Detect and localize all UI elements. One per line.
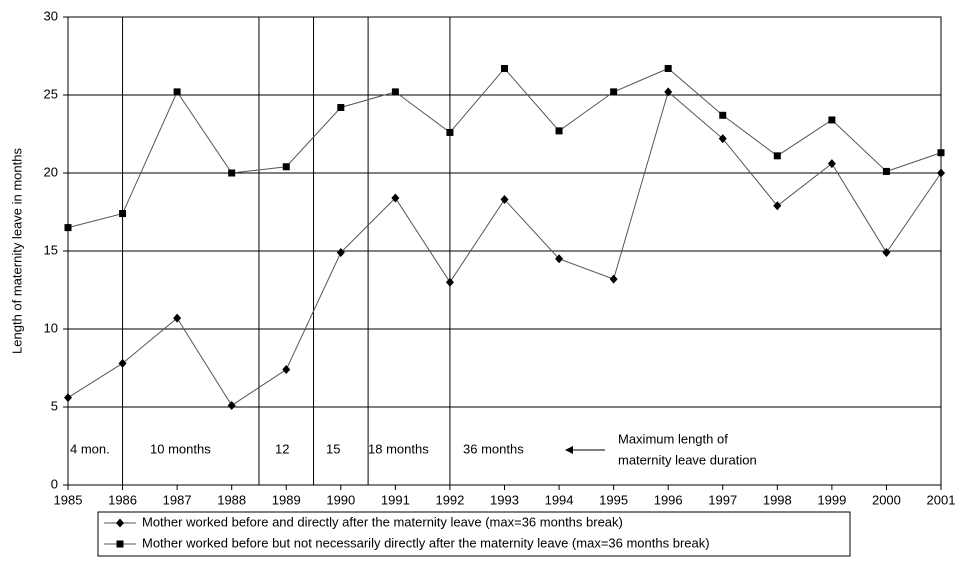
marker bbox=[118, 358, 127, 368]
note: Maximum length of bbox=[618, 431, 728, 446]
marker bbox=[664, 87, 673, 97]
marker bbox=[119, 210, 127, 218]
marker bbox=[719, 111, 727, 119]
x-tick-label: 1990 bbox=[326, 492, 355, 507]
y-tick-label: 0 bbox=[51, 476, 58, 491]
period-label: 36 months bbox=[463, 441, 524, 456]
marker bbox=[64, 224, 72, 232]
marker bbox=[116, 540, 124, 548]
x-tick-label: 1986 bbox=[108, 492, 137, 507]
marker bbox=[610, 88, 618, 96]
marker bbox=[391, 193, 400, 203]
marker bbox=[828, 116, 836, 124]
marker bbox=[827, 159, 836, 169]
marker bbox=[773, 152, 781, 160]
x-tick-label: 1998 bbox=[763, 492, 792, 507]
x-tick-label: 1993 bbox=[490, 492, 519, 507]
x-tick-label: 1994 bbox=[545, 492, 574, 507]
period-label: 10 months bbox=[150, 441, 211, 456]
marker bbox=[555, 127, 563, 135]
note-arrowhead bbox=[565, 446, 573, 454]
legend-label: Mother worked before but not necessarily… bbox=[142, 535, 710, 550]
marker bbox=[282, 365, 291, 375]
legend-box bbox=[97, 511, 851, 557]
x-tick-label: 1989 bbox=[272, 492, 301, 507]
x-tick-label: 1996 bbox=[654, 492, 683, 507]
series-line bbox=[67, 90, 942, 407]
marker bbox=[937, 149, 945, 157]
period-label: 15 bbox=[326, 441, 340, 456]
y-tick-label: 30 bbox=[44, 8, 58, 23]
y-axis-label: Length of maternity leave in months bbox=[9, 148, 24, 354]
legend-label: Mother worked before and directly after … bbox=[142, 514, 623, 529]
marker bbox=[228, 169, 236, 177]
y-tick-label: 20 bbox=[44, 164, 58, 179]
x-tick-label: 1991 bbox=[381, 492, 410, 507]
y-tick-label: 25 bbox=[44, 86, 58, 101]
note: maternity leave duration bbox=[618, 452, 757, 467]
y-tick-label: 15 bbox=[44, 242, 58, 257]
x-tick-label: 1988 bbox=[217, 492, 246, 507]
x-tick-label: 1999 bbox=[817, 492, 846, 507]
marker bbox=[336, 248, 345, 258]
marker bbox=[173, 313, 182, 323]
marker bbox=[500, 195, 509, 205]
x-tick-label: 1987 bbox=[163, 492, 192, 507]
marker bbox=[445, 277, 454, 287]
marker bbox=[391, 88, 399, 96]
marker bbox=[555, 254, 564, 264]
marker bbox=[773, 201, 782, 211]
marker bbox=[337, 103, 345, 111]
marker bbox=[501, 64, 508, 72]
x-tick-label: 2000 bbox=[872, 492, 901, 507]
x-tick-label: 1995 bbox=[599, 492, 628, 507]
x-tick-label: 1997 bbox=[708, 492, 737, 507]
period-label: 4 mon. bbox=[70, 441, 110, 456]
period-label: 18 months bbox=[368, 441, 429, 456]
period-label: 12 bbox=[275, 441, 289, 456]
marker bbox=[116, 518, 124, 528]
y-tick-label: 5 bbox=[51, 398, 58, 413]
marker bbox=[937, 168, 945, 178]
y-tick-label: 10 bbox=[44, 320, 58, 335]
marker bbox=[609, 274, 618, 284]
marker bbox=[173, 88, 181, 96]
x-tick-label: 1992 bbox=[435, 492, 464, 507]
x-tick-label: 2001 bbox=[927, 492, 956, 507]
x-tick-label: 1985 bbox=[54, 492, 83, 507]
marker bbox=[882, 167, 890, 175]
marker bbox=[64, 393, 72, 403]
marker bbox=[664, 64, 672, 72]
marker bbox=[446, 128, 454, 136]
marker bbox=[282, 163, 290, 171]
marker bbox=[882, 248, 891, 258]
marker bbox=[718, 134, 727, 144]
marker bbox=[227, 400, 236, 410]
